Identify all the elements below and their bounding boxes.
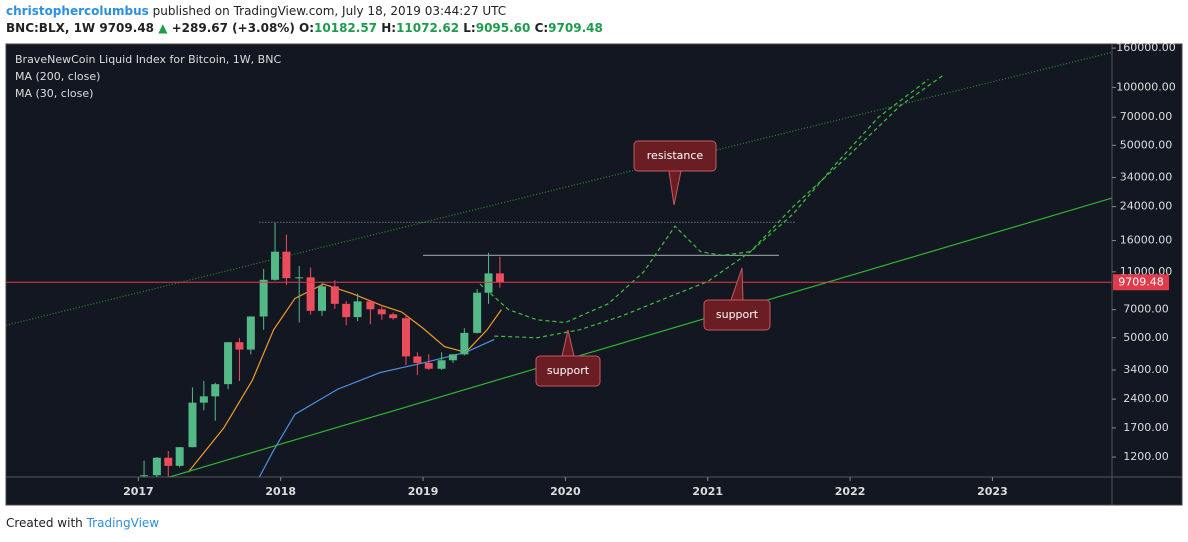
c-val: 9709.48 <box>548 21 603 35</box>
x-tick-label: 2018 <box>265 485 296 498</box>
line <box>169 197 1112 477</box>
candle-body <box>473 292 482 333</box>
legend-entry: MA (30, close) <box>15 87 93 100</box>
x-tick-label: 2019 <box>408 485 439 498</box>
candle-body <box>353 301 362 318</box>
candle-body <box>140 475 149 477</box>
price: 9709.48 <box>99 21 155 35</box>
y-tick-label: 24000.00 <box>1120 200 1173 213</box>
y-tick-label: 16000.00 <box>1120 234 1173 247</box>
footer: Created with TradingView <box>6 516 159 530</box>
h-val: 11072.62 <box>396 21 460 35</box>
candle-body <box>199 396 208 403</box>
x-tick-label: 2023 <box>977 485 1008 498</box>
legend-entry: BraveNewCoin Liquid Index for Bitcoin, 1… <box>15 53 281 66</box>
last-price-label: 9709.48 <box>1118 275 1164 288</box>
line <box>6 51 1112 326</box>
overlay: 1200.00 1700.00 2400.00 3400.00 5000.00 7000.… <box>15 41 1176 498</box>
y-tick-label: 2400.00 <box>1123 392 1169 405</box>
annotation: support <box>716 308 759 321</box>
callout-pointer <box>730 267 744 301</box>
candle-body <box>484 273 493 293</box>
y-tick-label: 3400.00 <box>1123 363 1169 376</box>
x-tick-label: 2017 <box>123 485 154 498</box>
callout <box>633 140 717 172</box>
y-tick-label: 34000.00 <box>1120 171 1173 184</box>
candle-body <box>424 362 433 369</box>
y-tick-label: 50000.00 <box>1120 138 1173 151</box>
callout <box>703 299 771 331</box>
candle-body <box>389 314 398 319</box>
candle-body <box>152 457 161 476</box>
symbol: BNC:BLX, 1W <box>6 21 96 35</box>
y-tick-label: 100000.00 <box>1116 80 1176 93</box>
annotation: resistance <box>647 149 704 162</box>
x-tick-label: 2020 <box>550 485 581 498</box>
candle-body <box>460 332 469 355</box>
candle-body <box>342 303 351 318</box>
o-val: 10182.57 <box>314 21 378 35</box>
y-tick-label: 1700.00 <box>1123 421 1169 434</box>
y-tick-label: 1200.00 <box>1123 450 1169 463</box>
h: H: <box>381 21 397 35</box>
candle-body <box>401 318 410 357</box>
y-tick-label: 7000.00 <box>1123 303 1169 316</box>
candle-body <box>448 354 457 361</box>
candle-body <box>330 286 339 304</box>
line <box>479 78 929 324</box>
chart-bg <box>5 43 1183 506</box>
candle-body <box>188 402 197 448</box>
callout-pointer <box>668 170 682 206</box>
candle-body <box>318 286 326 311</box>
last-price-tag <box>1113 274 1169 291</box>
candle-body <box>246 316 255 350</box>
y-tick-label: 160000.00 <box>1116 41 1176 54</box>
candle-body <box>377 309 386 315</box>
chart: 1200.00 1700.00 2400.00 3400.00 5000.00 7000.… <box>5 41 1183 506</box>
candle-body <box>295 277 304 279</box>
candle-body <box>271 251 280 280</box>
legend-entry: MA (200, close) <box>15 70 100 83</box>
candle-body <box>259 279 268 317</box>
candle-body <box>413 356 422 363</box>
candle-body <box>366 301 375 310</box>
candle-body <box>235 342 244 350</box>
candle-body <box>224 342 233 385</box>
l: L: <box>463 21 476 35</box>
candle-body <box>175 447 184 466</box>
x-tick-label: 2021 <box>692 485 723 498</box>
callout-pointer <box>561 329 575 357</box>
published: published on TradingView.com, July 18, 2… <box>152 4 507 18</box>
annotation: support <box>547 364 590 377</box>
ohlc-line: BNC:BLX, 1W 9709.48 ▲ +289.67 (+3.08%) O… <box>6 21 603 35</box>
author[interactable]: christophercolumbus <box>6 4 149 18</box>
o: O: <box>299 21 315 35</box>
y-tick-label: 70000.00 <box>1120 110 1173 123</box>
candle-body <box>164 457 173 466</box>
candle-body <box>306 277 315 311</box>
candle-body <box>437 360 446 369</box>
line <box>494 75 943 339</box>
up-arrow: ▲ <box>158 21 168 35</box>
brand[interactable]: TradingView <box>86 516 160 530</box>
plot <box>6 51 1112 477</box>
x-tick-label: 2022 <box>835 485 866 498</box>
candle-body <box>282 251 291 279</box>
callout <box>535 355 601 387</box>
candle-body <box>211 384 220 397</box>
header-line: christophercolumbus published on Trading… <box>6 4 506 18</box>
l-val: 9095.60 <box>475 21 531 35</box>
candle-body <box>495 273 504 283</box>
line <box>258 338 495 477</box>
created: Created with <box>6 516 83 530</box>
c: C: <box>534 21 549 35</box>
y-tick-label: 5000.00 <box>1123 331 1169 344</box>
change: +289.67 (+3.08%) <box>171 21 295 35</box>
